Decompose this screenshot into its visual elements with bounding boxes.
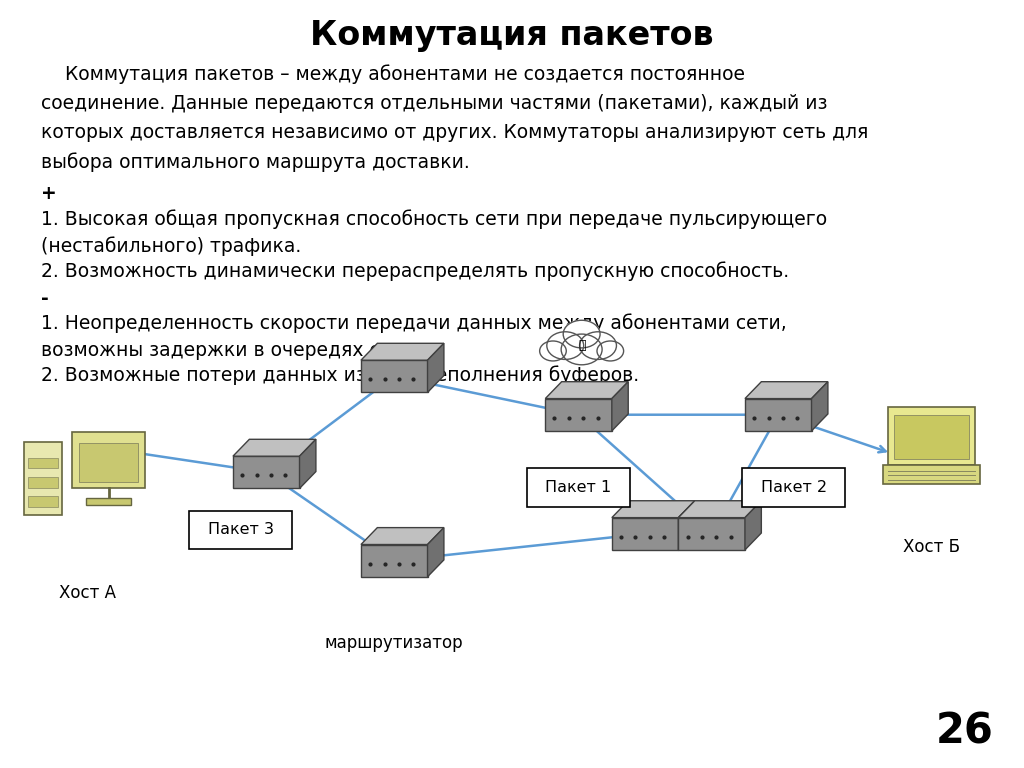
Circle shape <box>563 320 600 348</box>
Text: 2. Возможные потери данных из-за переполнения буферов.: 2. Возможные потери данных из-за перепол… <box>41 366 639 386</box>
FancyBboxPatch shape <box>361 545 428 577</box>
FancyBboxPatch shape <box>79 443 138 482</box>
Text: 1. Высокая общая пропускная способность сети при передаче пульсирующего: 1. Высокая общая пропускная способность … <box>41 209 827 229</box>
FancyBboxPatch shape <box>883 465 981 484</box>
Text: Пакет 1: Пакет 1 <box>546 480 611 495</box>
Text: ⏳: ⏳ <box>578 339 586 352</box>
FancyBboxPatch shape <box>28 496 58 507</box>
Polygon shape <box>612 501 694 518</box>
Text: Коммутация пакетов – между абонентами не создается постоянное: Коммутация пакетов – между абонентами не… <box>41 65 745 84</box>
FancyBboxPatch shape <box>545 399 611 431</box>
FancyBboxPatch shape <box>361 360 428 392</box>
FancyBboxPatch shape <box>233 456 299 488</box>
Text: Пакет 3: Пакет 3 <box>208 522 273 538</box>
Polygon shape <box>233 439 315 456</box>
Polygon shape <box>545 382 628 399</box>
Text: соединение. Данные передаются отдельными частями (пакетами), каждый из: соединение. Данные передаются отдельными… <box>41 94 827 113</box>
Text: Хост А: Хост А <box>58 584 116 601</box>
Text: 2. Возможность динамически перераспределять пропускную способность.: 2. Возможность динамически перераспредел… <box>41 261 790 281</box>
FancyBboxPatch shape <box>72 432 145 488</box>
Polygon shape <box>811 382 827 431</box>
Text: выбора оптимального маршрута доставки.: выбора оптимального маршрута доставки. <box>41 152 470 172</box>
Text: которых доставляется независимо от других. Коммутаторы анализируют сеть для: которых доставляется независимо от други… <box>41 123 868 142</box>
FancyBboxPatch shape <box>28 477 58 488</box>
Text: (нестабильного) трафика.: (нестабильного) трафика. <box>41 237 301 257</box>
FancyBboxPatch shape <box>612 518 679 550</box>
FancyBboxPatch shape <box>28 458 58 468</box>
Text: +: + <box>41 184 56 204</box>
Text: 26: 26 <box>935 710 993 753</box>
FancyBboxPatch shape <box>24 442 62 515</box>
Polygon shape <box>428 343 444 392</box>
Circle shape <box>547 332 584 359</box>
Text: возможны задержки в очередях сети.: возможны задержки в очередях сети. <box>41 341 420 360</box>
FancyBboxPatch shape <box>678 518 745 550</box>
Polygon shape <box>299 439 315 488</box>
Polygon shape <box>745 382 827 399</box>
Polygon shape <box>428 528 444 577</box>
FancyBboxPatch shape <box>189 511 292 549</box>
Polygon shape <box>744 501 761 550</box>
FancyBboxPatch shape <box>895 415 970 459</box>
FancyBboxPatch shape <box>742 468 845 507</box>
Text: Хост Б: Хост Б <box>903 538 961 555</box>
FancyBboxPatch shape <box>745 399 811 431</box>
Text: маршрутизатор: маршрутизатор <box>325 634 464 651</box>
Polygon shape <box>678 501 694 550</box>
Polygon shape <box>361 343 444 360</box>
Text: Коммутация пакетов: Коммутация пакетов <box>310 19 714 52</box>
Circle shape <box>597 341 624 361</box>
Circle shape <box>540 341 566 361</box>
FancyBboxPatch shape <box>527 468 630 507</box>
Text: 1. Неопределенность скорости передачи данных между абонентами сети,: 1. Неопределенность скорости передачи да… <box>41 313 786 333</box>
Polygon shape <box>361 528 444 545</box>
Text: Пакет 2: Пакет 2 <box>761 480 826 495</box>
Polygon shape <box>678 501 761 518</box>
Polygon shape <box>611 382 628 431</box>
FancyBboxPatch shape <box>86 498 131 505</box>
Circle shape <box>561 334 602 365</box>
Circle shape <box>580 332 616 359</box>
FancyBboxPatch shape <box>889 407 975 465</box>
Text: -: - <box>41 289 49 308</box>
